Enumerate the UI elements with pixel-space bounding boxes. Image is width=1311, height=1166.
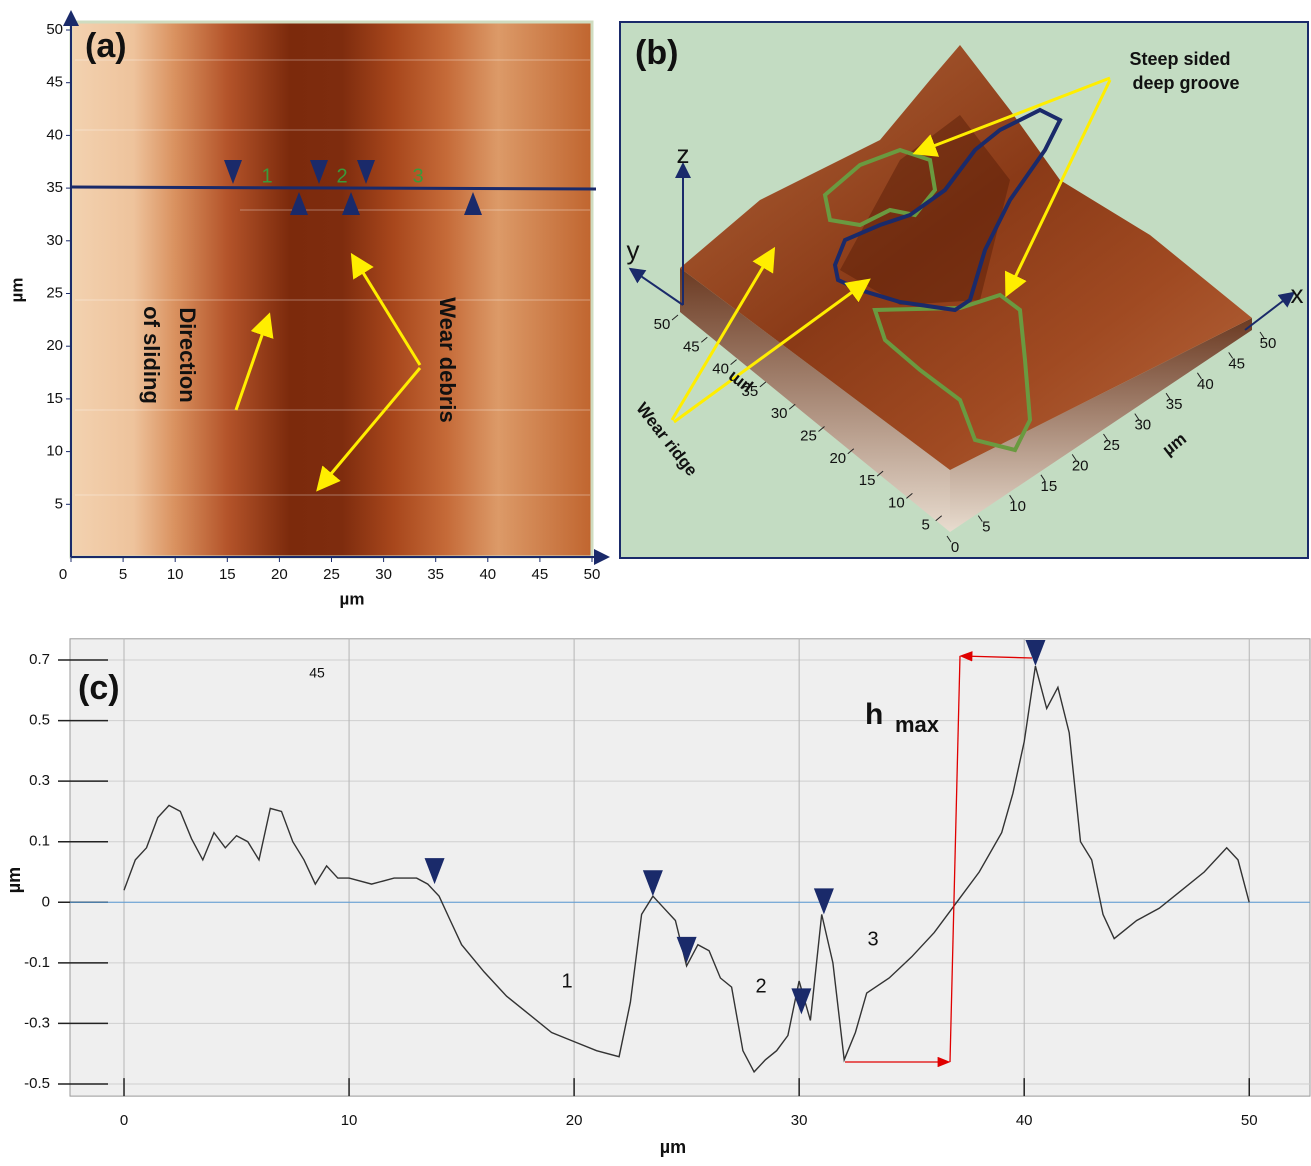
x-tick-label: 10 bbox=[167, 566, 184, 583]
x-tick-label: 40 bbox=[479, 566, 496, 583]
panel-a: (a) Direction of sliding Wear debris 1 2… bbox=[7, 14, 606, 608]
x-tick-label: 5 bbox=[982, 519, 990, 536]
y-tick-label: -0.5 bbox=[24, 1075, 50, 1092]
x-tick-label: 15 bbox=[219, 566, 236, 583]
y-tick-label: 15 bbox=[46, 390, 63, 407]
y-tick-label: 45 bbox=[46, 74, 63, 91]
segment-label: 1 bbox=[261, 165, 272, 187]
y-axis-label: µm bbox=[7, 278, 26, 303]
panel-label: (a) bbox=[85, 27, 127, 65]
y-tick-label: 0.5 bbox=[29, 712, 50, 729]
y-tick-label: 5 bbox=[55, 495, 63, 512]
profile-line bbox=[71, 187, 596, 189]
axis-name: x bbox=[1291, 279, 1304, 309]
x-tick-label: 0 bbox=[120, 1112, 128, 1129]
y-tick-label: 35 bbox=[742, 383, 759, 400]
y-tick-label: 25 bbox=[800, 427, 817, 444]
annotation: deep groove bbox=[1132, 73, 1239, 93]
x-tick-label: 30 bbox=[791, 1112, 808, 1129]
y-tick-label: 5 bbox=[922, 517, 930, 534]
axis-name: y bbox=[627, 235, 640, 265]
x-tick-label: 40 bbox=[1197, 376, 1214, 393]
x-tick-label: 20 bbox=[566, 1112, 583, 1129]
annotation: of sliding bbox=[139, 306, 164, 404]
y-axis-label: µm bbox=[4, 867, 24, 893]
y-tick-label: 20 bbox=[829, 450, 846, 467]
x-tick-label: 20 bbox=[1072, 457, 1089, 474]
segment-label: 1 bbox=[561, 970, 572, 992]
panel-label: (b) bbox=[635, 34, 678, 72]
y-tick-label: 0.7 bbox=[29, 651, 50, 668]
segment-label: 3 bbox=[412, 165, 423, 187]
x-tick-label: 20 bbox=[271, 566, 288, 583]
x-axis-label: µm bbox=[660, 1137, 686, 1157]
annotation: Direction bbox=[175, 307, 200, 402]
y-tick-label: 0.3 bbox=[29, 772, 50, 789]
figure: (a) Direction of sliding Wear debris 1 2… bbox=[0, 0, 1311, 1161]
x-tick-label: 50 bbox=[584, 566, 601, 583]
annotation: Steep sided bbox=[1129, 49, 1230, 69]
x-axis-label: µm bbox=[340, 589, 365, 608]
annotation: 45 bbox=[309, 665, 325, 681]
x-tick-label: 50 bbox=[1260, 335, 1277, 352]
segment-label: 2 bbox=[755, 975, 766, 997]
hmax-label: h bbox=[865, 698, 883, 731]
afm-image bbox=[71, 22, 592, 557]
axis-name: z bbox=[677, 139, 690, 169]
x-tick-label: 40 bbox=[1016, 1112, 1033, 1129]
x-tick-label: 25 bbox=[1103, 437, 1120, 454]
y-tick-label: 35 bbox=[46, 179, 63, 196]
segment-label: 2 bbox=[336, 165, 347, 187]
panel-label: (c) bbox=[78, 669, 120, 707]
segment-label: 3 bbox=[867, 928, 878, 950]
y-tick-label: 10 bbox=[46, 443, 63, 460]
x-tick-label: 25 bbox=[323, 566, 340, 583]
y-tick-label: -0.3 bbox=[24, 1014, 50, 1031]
x-tick-label: 30 bbox=[1134, 417, 1151, 434]
y-tick-label: 50 bbox=[46, 21, 63, 38]
panel-c: (c) 45 1 2 3 h max µm µm -0.5 -0.3 -0.1 0 0.… bbox=[4, 639, 1310, 1157]
x-tick-label: 0 bbox=[59, 566, 67, 583]
x-tick-label: 35 bbox=[1166, 396, 1183, 413]
y-tick-label: 20 bbox=[46, 337, 63, 354]
y-tick-label: 30 bbox=[771, 405, 788, 422]
x-tick-label: 10 bbox=[341, 1112, 358, 1129]
y-tick-label: 10 bbox=[888, 494, 905, 511]
panel-b: (b) Steep sided deep groove Wear ridge z… bbox=[620, 22, 1308, 558]
annotation: Wear debris bbox=[435, 297, 460, 423]
x-tick-label: 5 bbox=[119, 566, 127, 583]
y-tick-label: 0.1 bbox=[29, 833, 50, 850]
hmax-subscript: max bbox=[895, 712, 940, 737]
y-tick-label: 30 bbox=[46, 232, 63, 249]
x-tick-label: 15 bbox=[1041, 478, 1058, 495]
y-tick-label: -0.1 bbox=[24, 954, 50, 971]
x-tick-label: 10 bbox=[1009, 498, 1026, 515]
y-tick-label: 25 bbox=[46, 284, 63, 301]
y-tick-label: 40 bbox=[712, 361, 729, 378]
x-tick-label: 45 bbox=[532, 566, 549, 583]
page: (a) Direction of sliding Wear debris 1 2… bbox=[0, 0, 1311, 1166]
y-tick-label: 50 bbox=[654, 316, 671, 333]
x-tick-label: 45 bbox=[1228, 355, 1245, 372]
y-tick-label: 40 bbox=[46, 126, 63, 143]
y-tick-label: 45 bbox=[683, 338, 700, 355]
plot-area bbox=[70, 639, 1310, 1096]
x-tick-label: 50 bbox=[1241, 1112, 1258, 1129]
x-tick-label: 0 bbox=[951, 539, 959, 556]
y-tick-label: 15 bbox=[859, 472, 876, 489]
x-tick-label: 30 bbox=[375, 566, 392, 583]
x-tick-label: 35 bbox=[427, 566, 444, 583]
y-tick-label: 0 bbox=[42, 893, 50, 910]
